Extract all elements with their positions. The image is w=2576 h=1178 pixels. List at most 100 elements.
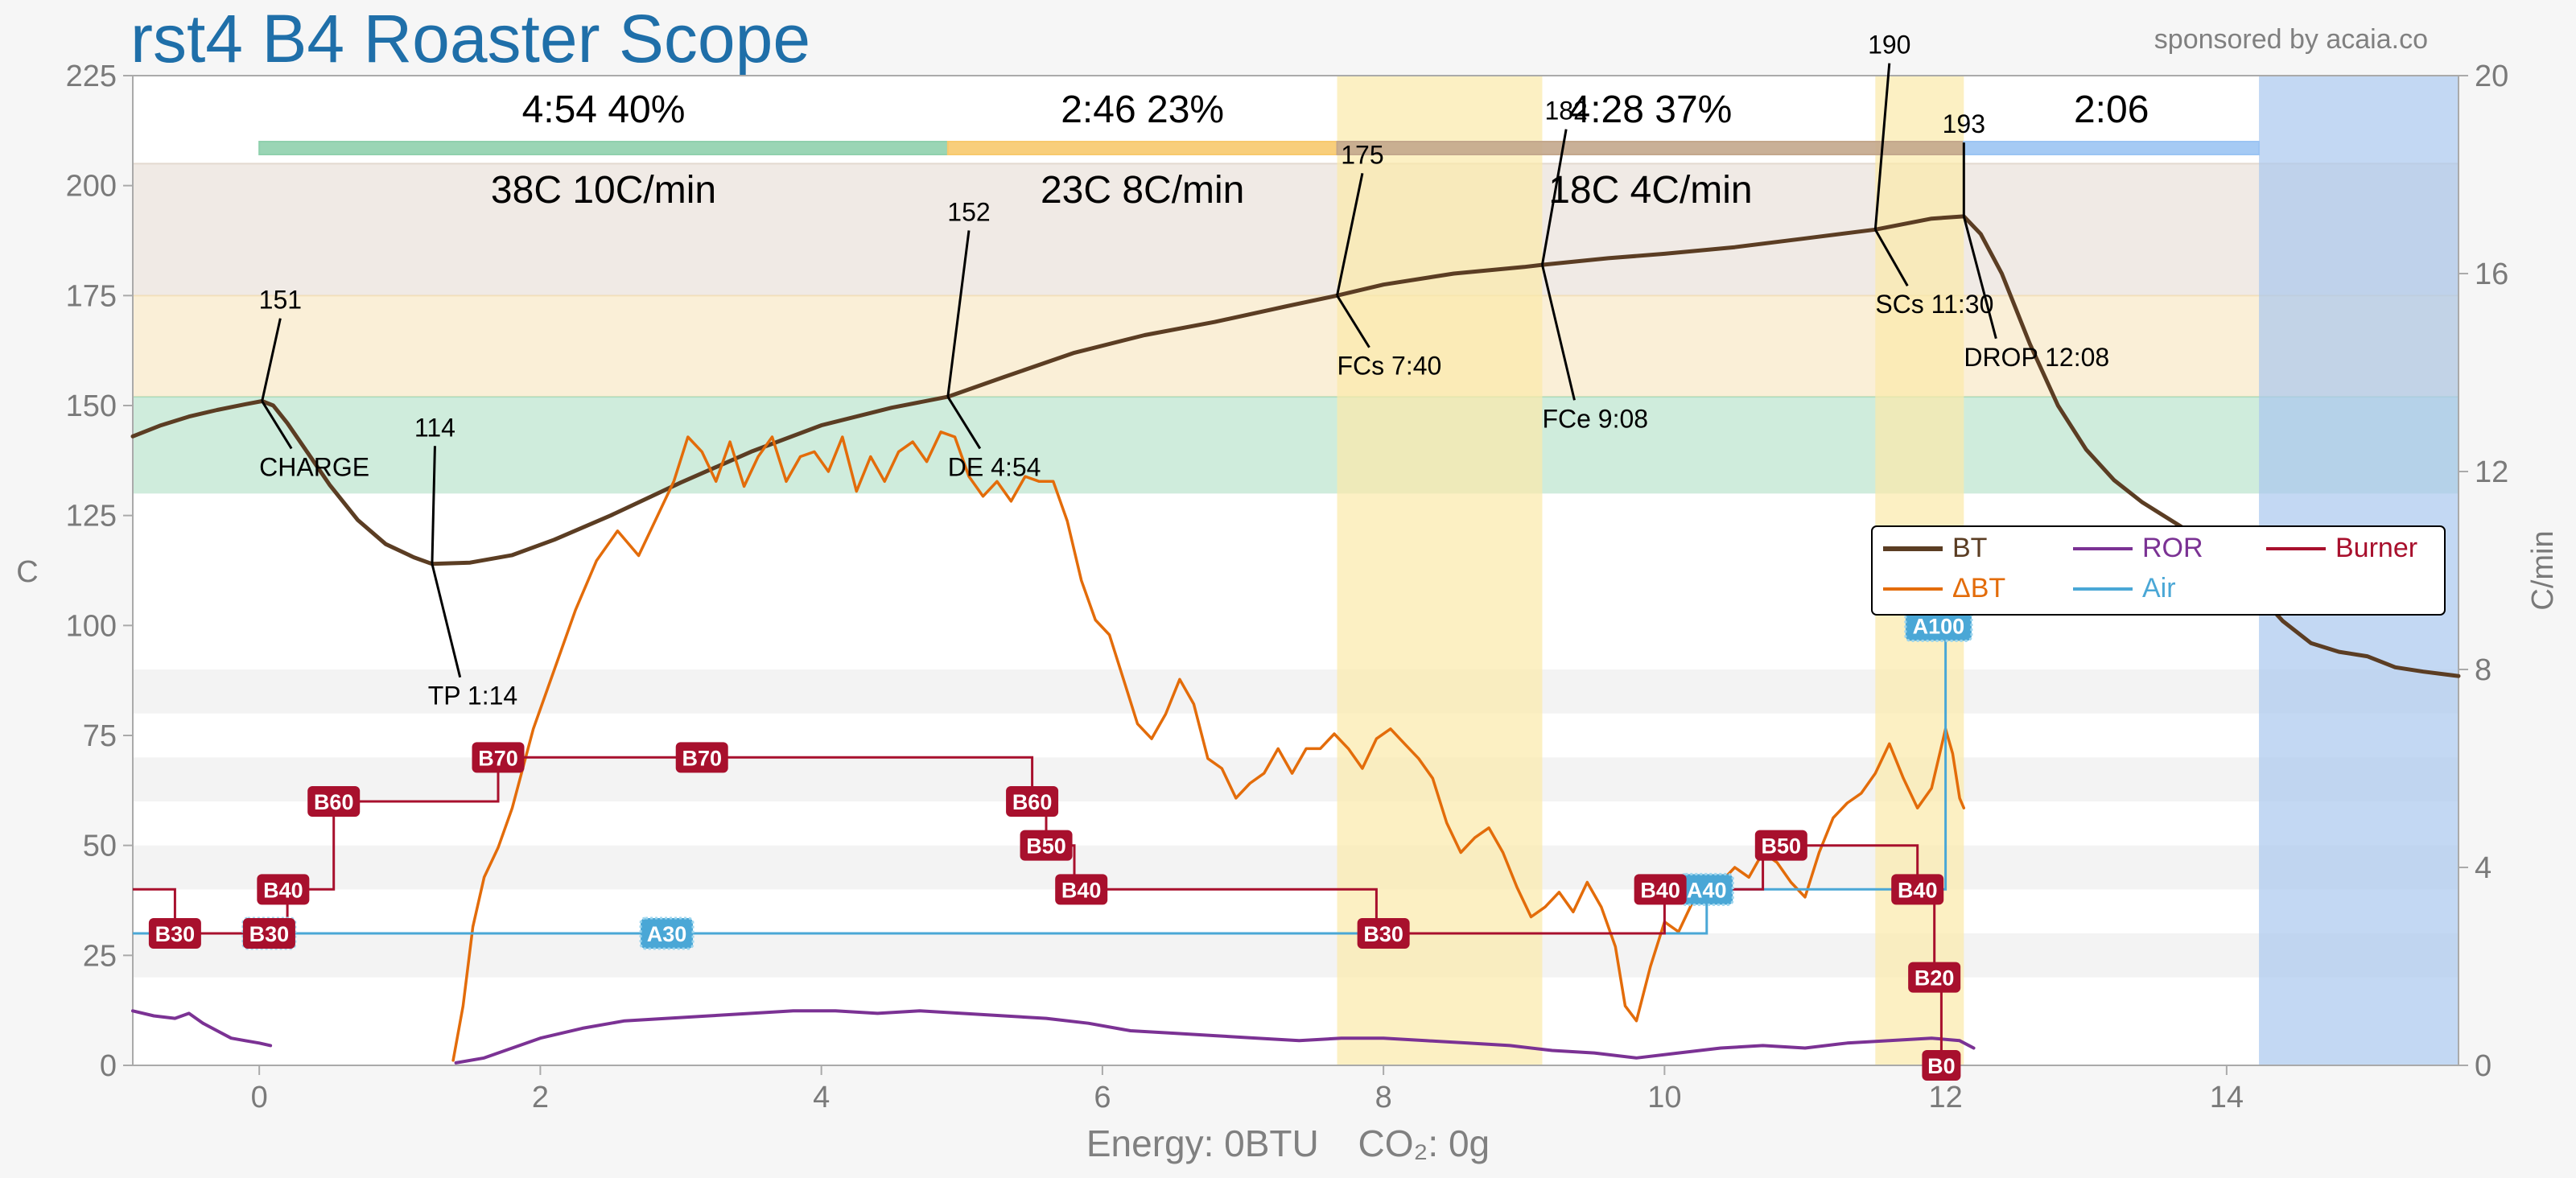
legend-item-label: Air bbox=[2142, 573, 2176, 603]
burner-tag-box bbox=[1922, 1050, 1961, 1081]
burner-tag-text: B50 bbox=[1762, 834, 1802, 859]
annotation-event: FCs 7:40 bbox=[1337, 352, 1442, 381]
phase-band bbox=[133, 397, 2459, 494]
annotation-value: 190 bbox=[1868, 31, 1910, 60]
y2-tick-label: 12 bbox=[2475, 455, 2508, 489]
burner-tag-text: B40 bbox=[263, 878, 303, 902]
burner-tag-text: B20 bbox=[1914, 966, 1955, 991]
burner-tag: B70 bbox=[675, 742, 728, 773]
annotation-leader bbox=[261, 318, 282, 402]
y2-tick-label: 0 bbox=[2475, 1049, 2492, 1083]
burner-tag-text: B50 bbox=[1026, 834, 1066, 859]
y-tick-label: 25 bbox=[83, 939, 117, 973]
burner-tag-box bbox=[1634, 874, 1687, 905]
annotation-value: 151 bbox=[259, 286, 302, 315]
x-tick-label: 10 bbox=[1647, 1081, 1681, 1114]
burner-tag: B70 bbox=[472, 742, 525, 773]
burner-tag-box bbox=[675, 742, 728, 773]
phase-band bbox=[133, 163, 2459, 296]
y-tick-label: 0 bbox=[100, 1049, 117, 1083]
annotation-tp: 114 TP 1:14 bbox=[414, 413, 517, 710]
annotation-leader bbox=[1541, 264, 1576, 401]
phase-sublabel: 18C 4C/min bbox=[1548, 169, 1752, 212]
burner-tag: B40 bbox=[1055, 874, 1108, 905]
burner-tag: B30 bbox=[148, 918, 201, 949]
annotation-scs: 190 SCs 11:30 bbox=[1868, 31, 1993, 319]
annotation-charge: 151 CHARGE bbox=[259, 286, 369, 482]
y2-tick-label: 16 bbox=[2475, 257, 2508, 291]
burner-tag: B30 bbox=[1357, 918, 1410, 949]
air-tag-text: A30 bbox=[647, 922, 687, 946]
air-tag-box bbox=[1904, 608, 1973, 642]
phase-bar bbox=[1963, 141, 2261, 155]
annotation-value: 152 bbox=[947, 197, 990, 226]
burner-tag-box bbox=[1020, 830, 1073, 861]
burner-tag: B40 bbox=[257, 874, 310, 905]
air-tag-box bbox=[639, 916, 694, 950]
phase-bar bbox=[946, 141, 1338, 155]
burner-tag: B40 bbox=[1634, 874, 1687, 905]
burner-tag-text: B30 bbox=[249, 922, 290, 946]
annotation-event: TP 1:14 bbox=[428, 682, 517, 711]
event-region bbox=[1337, 76, 1543, 1065]
annotation-leader bbox=[1540, 129, 1568, 266]
annotation-event: SCs 11:30 bbox=[1875, 290, 1993, 319]
burner-tag-box bbox=[1908, 962, 1961, 993]
air-tag-text: A100 bbox=[1913, 614, 1965, 638]
y2-axis-label: C/min bbox=[2526, 530, 2560, 610]
air-tag: A40 bbox=[1679, 872, 1734, 906]
y2-tick-label: 20 bbox=[2475, 60, 2508, 93]
legend-item-label: Burner bbox=[2335, 533, 2417, 563]
legend-item-label: ΔBT bbox=[1952, 573, 2005, 603]
annotation-leader bbox=[431, 446, 436, 564]
annotation-value: 193 bbox=[1943, 109, 1985, 138]
energy-footer: Energy: 0BTU CO₂: 0g bbox=[0, 1122, 2576, 1165]
annotation-leader bbox=[1336, 173, 1364, 296]
series-line-ror bbox=[454, 1009, 1976, 1065]
annotation-leader bbox=[261, 400, 293, 450]
burner-tag-text: B40 bbox=[1061, 878, 1102, 902]
phase-label: 2:46 23% bbox=[1061, 89, 1224, 131]
burner-tag-box bbox=[257, 874, 310, 905]
y-tick-label: 225 bbox=[66, 60, 117, 93]
burner-tag-text: B40 bbox=[1640, 878, 1680, 902]
phase-bar bbox=[258, 141, 949, 155]
burner-tag-text: B30 bbox=[155, 922, 196, 946]
phase-band bbox=[133, 295, 2459, 397]
phase-label: 2:06 bbox=[2074, 89, 2149, 131]
y-axis-label: C bbox=[16, 555, 38, 589]
burner-tag-box bbox=[148, 918, 201, 949]
annotation-leader bbox=[1873, 63, 1891, 230]
y-tick-label: 125 bbox=[66, 500, 117, 533]
burner-tag-text: B0 bbox=[1927, 1054, 1956, 1078]
y2-tick-label: 8 bbox=[2475, 653, 2492, 687]
energy-readout: Energy: 0BTU bbox=[1086, 1122, 1319, 1164]
burner-tag: B40 bbox=[1891, 874, 1944, 905]
annotation-leader bbox=[431, 563, 462, 678]
annotation-leader bbox=[946, 396, 982, 450]
y-tick-label: 75 bbox=[83, 719, 117, 753]
annotation-event: DE 4:54 bbox=[948, 452, 1041, 481]
x-tick-label: 2 bbox=[532, 1081, 549, 1114]
co2-readout: CO₂: 0g bbox=[1358, 1122, 1490, 1164]
burner-tag: B50 bbox=[1020, 830, 1073, 861]
annotation-value: 114 bbox=[414, 413, 455, 442]
legend-item-label: BT bbox=[1952, 533, 1987, 563]
annotation-value: 182 bbox=[1544, 97, 1587, 126]
burner-tag-text: B70 bbox=[682, 746, 722, 770]
annotation-fcs: 175 FCs 7:40 bbox=[1336, 140, 1442, 381]
annotation-drop: 193 DROP 12:08 bbox=[1943, 109, 2110, 372]
x-tick-label: 6 bbox=[1094, 1081, 1111, 1114]
burner-tag-text: B60 bbox=[314, 790, 354, 814]
annotation-event: FCe 9:08 bbox=[1542, 404, 1648, 433]
air-tag-text: A40 bbox=[1687, 878, 1727, 902]
phase-bar bbox=[1336, 141, 1965, 155]
series-line-delta-bt bbox=[451, 430, 1966, 1062]
grid-stripe bbox=[133, 845, 2459, 890]
phase-sublabel: 38C 10C/min bbox=[491, 169, 716, 212]
annotation-event: CHARGE bbox=[259, 452, 369, 481]
burner-tag: B0 bbox=[1922, 1050, 1961, 1081]
burner-tag-text: B70 bbox=[478, 746, 518, 770]
sponsor-link[interactable]: sponsored by acaia.co bbox=[2154, 24, 2428, 55]
